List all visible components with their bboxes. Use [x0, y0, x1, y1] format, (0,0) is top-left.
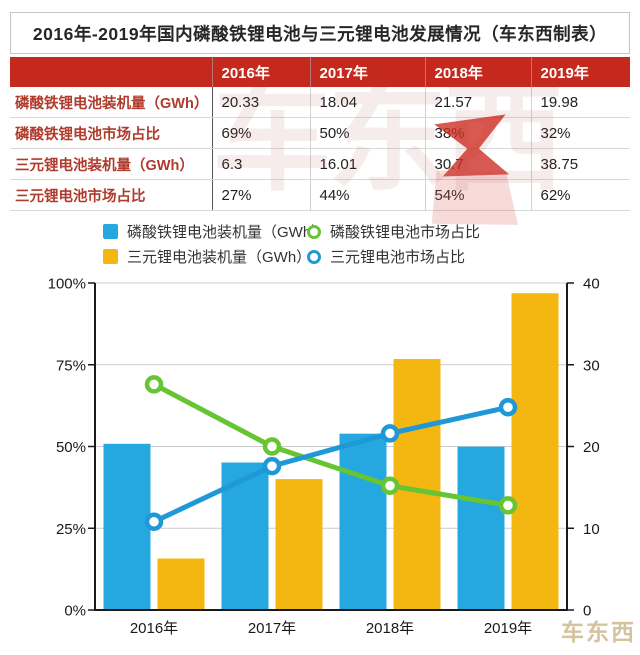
- legend-label: 三元锂电池装机量（GWh）: [127, 249, 312, 266]
- legend-square-ternary-install-icon: [103, 249, 118, 264]
- legend-item-ternary-install: 三元锂电池装机量（GWh）: [103, 246, 326, 267]
- right-axis-label-30: 30: [583, 357, 600, 374]
- row-label: 三元锂电池市场占比: [10, 179, 212, 211]
- table-header-year: 2016年: [211, 57, 310, 87]
- legend-label: 磷酸铁锂电池装机量（GWh）: [127, 224, 327, 241]
- legend-item-ternary-share: 三元锂电池市场占比: [307, 246, 480, 267]
- table-row: 磷酸铁锂电池市场占比 69% 50% 38% 32%: [10, 117, 630, 149]
- marker-lfp-share-2016年: [144, 375, 164, 394]
- left-axis-label-0: 0%: [64, 603, 86, 620]
- table-cell: 16.01: [309, 148, 425, 180]
- table-cell: 6.3: [211, 148, 310, 180]
- marker-lfp-share-2018年: [380, 476, 400, 495]
- bar-lfp-install-2018年: [339, 433, 387, 610]
- marker-ternary-share-2017年: [262, 456, 282, 476]
- left-axis-label-100: 100%: [48, 276, 86, 293]
- table-header-empty: [10, 57, 212, 87]
- legend-ring-lfp-share-icon: [307, 224, 321, 239]
- marker-ternary-share-2016年: [144, 512, 164, 531]
- left-axis-label-75: 75%: [56, 357, 86, 374]
- left-axis-label-50: 50%: [56, 439, 86, 456]
- table-cell: 38.75: [530, 148, 630, 180]
- x-axis-label-2019年: 2019年: [484, 620, 532, 637]
- table-cell: 27%: [211, 179, 310, 211]
- bar-ternary-install-2018年: [393, 359, 441, 610]
- chart-canvas: 0% 25% 50% 75% 100% 0 10 20 30 40 2016年 2017年 2018年 2…: [48, 276, 600, 638]
- table-header-row: 2016年 2017年 2018年 2019年: [10, 57, 630, 87]
- x-axis-label-2016年: 2016年: [130, 620, 178, 637]
- table-cell: 21.57: [424, 87, 531, 118]
- table-cell: 18.04: [309, 87, 425, 118]
- chart-legend: 磷酸铁锂电池装机量（GWh） 三元锂电池装机量（GWh） 磷酸铁锂电池市场占比 三元…: [0, 221, 640, 269]
- table-header-year: 2019年: [530, 57, 630, 87]
- table-row: 磷酸铁锂电池装机量（GWh） 20.33 18.04 21.57 19.98: [10, 87, 630, 118]
- row-label: 磷酸铁锂电池市场占比: [10, 117, 212, 149]
- table-cell: 20.33: [211, 87, 310, 118]
- table-cell: 54%: [424, 179, 531, 211]
- legend-column-lines: 磷酸铁锂电池市场占比 三元锂电池市场占比: [307, 221, 480, 267]
- legend-item-lfp-install: 磷酸铁锂电池装机量（GWh）: [103, 221, 326, 242]
- table-cell: 44%: [309, 179, 425, 211]
- table-cell: 32%: [530, 117, 630, 149]
- right-axis-label-0: 0: [583, 603, 591, 620]
- marker-ternary-share-2018年: [380, 424, 400, 443]
- bar-lfp-install-2016年: [103, 443, 151, 610]
- table-cell: 38%: [424, 117, 531, 149]
- table-cell: 62%: [530, 179, 630, 211]
- right-axis-label-10: 10: [583, 521, 600, 538]
- combo-chart: 0% 25% 50% 75% 100% 0 10 20 30 40 2016年 2017年 2018年 2…: [0, 270, 640, 650]
- line-lfp-share: [151, 381, 511, 508]
- legend-label: 磷酸铁锂电池市场占比: [330, 224, 481, 241]
- right-axis-label-20: 20: [583, 439, 600, 456]
- marker-lfp-share-2019年: [498, 496, 518, 515]
- row-label: 三元锂电池装机量（GWh）: [10, 148, 212, 180]
- legend-square-lfp-install-icon: [103, 224, 118, 239]
- page-title: 2016年-2019年国内磷酸铁锂电池与三元锂电池发展情况（车东西制表）: [10, 12, 630, 54]
- table-row: 三元锂电池装机量（GWh） 6.3 16.01 30.7 38.75: [10, 148, 630, 180]
- marker-lfp-share-2017年: [262, 437, 282, 456]
- legend-column-bars: 磷酸铁锂电池装机量（GWh） 三元锂电池装机量（GWh）: [103, 221, 326, 267]
- row-label: 磷酸铁锂电池装机量（GWh）: [10, 87, 212, 118]
- table-cell: 50%: [309, 117, 425, 149]
- table-header-year: 2018年: [424, 57, 531, 87]
- bar-ternary-install-2016年: [157, 558, 205, 610]
- table-row: 三元锂电池市场占比 27% 44% 54% 62%: [10, 179, 630, 211]
- data-table: 2016年 2017年 2018年 2019年 磷酸铁锂电池装机量（GWh） 20.33…: [10, 57, 630, 211]
- legend-item-lfp-share: 磷酸铁锂电池市场占比: [307, 221, 480, 242]
- table-header-year: 2017年: [309, 57, 425, 87]
- bar-ternary-install-2017年: [275, 479, 323, 610]
- table-cell: 30.7: [424, 148, 531, 180]
- legend-label: 三元锂电池市场占比: [330, 249, 466, 266]
- line-ternary-share: [151, 404, 511, 525]
- left-axis-label-25: 25%: [56, 521, 86, 538]
- bar-lfp-install-2019年: [457, 446, 505, 610]
- table-cell: 69%: [211, 117, 310, 149]
- x-axis-label-2018年: 2018年: [366, 620, 414, 637]
- right-axis-label-40: 40: [583, 276, 600, 293]
- x-axis-label-2017年: 2017年: [248, 620, 296, 637]
- legend-ring-ternary-share-icon: [307, 249, 321, 264]
- bar-ternary-install-2019年: [511, 293, 559, 610]
- marker-ternary-share-2019年: [498, 398, 518, 417]
- table-cell: 19.98: [530, 87, 630, 118]
